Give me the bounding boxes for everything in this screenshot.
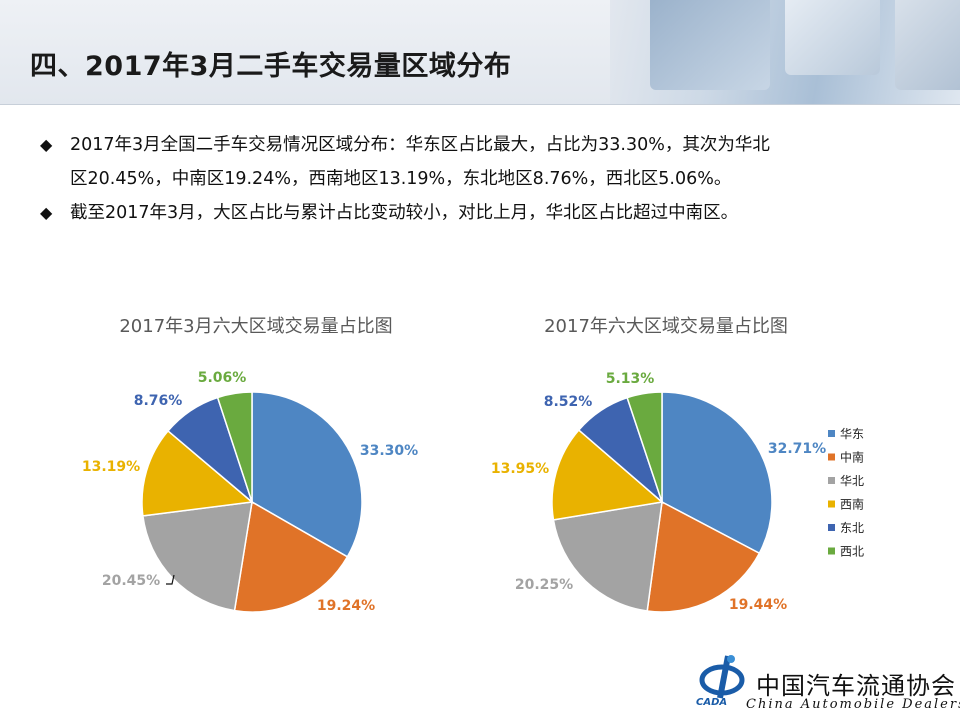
legend-swatch (828, 500, 835, 508)
bullet-item-continuation: 区20.45%，中南区19.24%，西南地区13.19%，东北地区8.76%，西… (40, 162, 920, 196)
legend-label: 西北 (840, 545, 864, 559)
pie-slice-西南 (141, 429, 254, 517)
legend-label: 西南 (840, 497, 864, 512)
decorative-cube (895, 0, 960, 90)
pie-slice-中南 (646, 500, 761, 613)
pie-slice-华北 (552, 501, 663, 612)
bullet-text: 区20.45%，中南区19.24%，西南地区13.19%，东北地区8.76%，西… (70, 169, 732, 189)
data-label: 19.24% (317, 598, 375, 614)
pie-slice-华北 (142, 501, 253, 612)
leader-line (166, 574, 175, 585)
legend-label: 华北 (840, 474, 864, 488)
bullet-text: 2017年3月全国二手车交易情况区域分布：华东区占比最大，占比为33.30%，其… (70, 135, 770, 155)
organization-logo: CADA 中国汽车流通协会 China Automobile Dealers (694, 654, 960, 716)
pie-slice-华东 (251, 391, 363, 558)
data-label: 8.52% (544, 394, 593, 410)
pie-slice-西南 (551, 428, 664, 521)
data-label: 5.13% (606, 371, 655, 387)
pie-slice-西北 (216, 391, 253, 503)
diamond-bullet-icon: ◆ (40, 203, 53, 222)
legend-swatch (828, 453, 835, 461)
decorative-cube (785, 0, 880, 75)
pie-chart-2: 2017年六大区域交易量占比图 32.71% 19.44% 20.25% 13.95% 8… (491, 316, 864, 613)
legend-swatch (828, 477, 835, 484)
pie-slice-华东 (661, 391, 773, 555)
decorative-cube (650, 0, 770, 90)
data-label: 13.95% (491, 461, 549, 477)
page-title: 四、2017年3月二手车交易量区域分布 (30, 51, 512, 82)
pie-slice-西北 (626, 391, 663, 503)
pie-chart-1: 2017年3月六大区域交易量占比图 33.30% 19.24% 20.45% 13.19… (82, 316, 418, 614)
diamond-bullet-icon: ◆ (40, 135, 53, 154)
bullet-list: ◆ 2017年3月全国二手车交易情况区域分布：华东区占比最大，占比为33.30%… (40, 128, 920, 230)
org-name-english: China Automobile Dealers (746, 697, 960, 712)
logo-abbreviation: CADA (696, 697, 728, 708)
legend-label: 东北 (840, 521, 864, 535)
legend-swatch (828, 524, 835, 531)
legend-swatch (828, 430, 835, 437)
header-bar: 四、2017年3月二手车交易量区域分布 (0, 0, 960, 105)
bullet-item: ◆ 2017年3月全国二手车交易情况区域分布：华东区占比最大，占比为33.30%… (40, 128, 920, 162)
bullet-text: 截至2017年3月，大区占比与累计占比变动较小，对比上月，华北区占比超过中南区。 (70, 203, 739, 223)
data-label: 19.44% (729, 597, 787, 613)
data-label: 20.25% (515, 577, 573, 593)
legend-swatch (828, 547, 835, 555)
chart-title: 2017年六大区域交易量占比图 (544, 316, 788, 337)
pie-slice-中南 (233, 500, 349, 613)
data-label: 13.19% (82, 459, 140, 475)
org-name-chinese: 中国汽车流通协会 (756, 672, 956, 700)
header-decoration-image (610, 0, 960, 104)
data-label: 32.71% (768, 441, 826, 457)
data-label: 33.30% (360, 443, 418, 459)
cada-logo-icon (699, 655, 745, 699)
data-label: 5.06% (198, 370, 247, 386)
legend-label: 中南 (840, 450, 864, 465)
chart-title: 2017年3月六大区域交易量占比图 (119, 316, 392, 337)
data-label: 8.76% (134, 393, 183, 409)
bullet-item: ◆ 截至2017年3月，大区占比与累计占比变动较小，对比上月，华北区占比超过中南… (40, 196, 920, 230)
data-label: 20.45% (102, 573, 160, 589)
legend-label: 华东 (840, 427, 864, 441)
